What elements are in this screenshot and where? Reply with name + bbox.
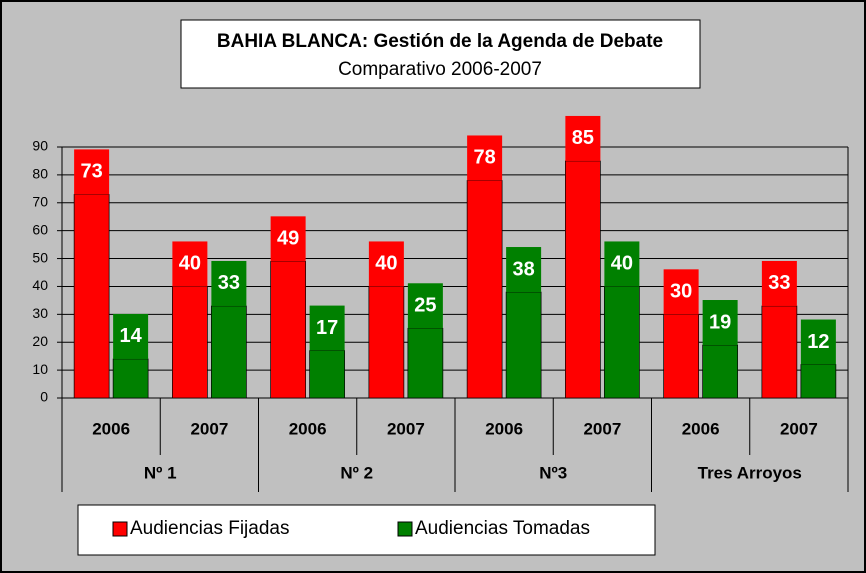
data-label-box — [663, 269, 699, 315]
data-label: 25 — [414, 295, 436, 317]
bar — [368, 286, 405, 399]
y-tick-label: 90 — [32, 138, 48, 154]
data-label: 19 — [709, 311, 731, 333]
data-label: 12 — [807, 331, 829, 353]
data-label-box — [407, 283, 443, 329]
bar — [761, 305, 798, 399]
data-label: 85 — [572, 127, 594, 149]
bar — [112, 358, 149, 399]
y-tick-label: 80 — [32, 166, 48, 182]
chart-subtitle: Comparativo 2006-2007 — [338, 59, 542, 80]
group-label: Nº 2 — [340, 463, 373, 482]
x-tick-label: 2007 — [387, 419, 425, 438]
chart-title: BAHIA BLANCA: Gestión de la Agenda de De… — [217, 31, 663, 52]
data-label: 40 — [611, 253, 633, 275]
group-label: Tres Arroyos — [698, 463, 802, 482]
x-tick-label: 2006 — [289, 419, 327, 438]
data-label-box — [467, 135, 503, 181]
data-label: 14 — [120, 325, 143, 347]
x-tick-label: 2007 — [780, 419, 818, 438]
bar — [800, 364, 837, 399]
data-label-box — [368, 241, 404, 287]
data-label: 78 — [474, 147, 496, 169]
x-tick-label: 2007 — [583, 419, 621, 438]
data-label: 33 — [768, 272, 790, 294]
bar — [466, 180, 503, 399]
legend-box — [77, 504, 656, 556]
legend-swatch — [397, 521, 413, 537]
y-tick-label: 0 — [40, 389, 48, 405]
bar — [73, 194, 110, 399]
data-label: 38 — [513, 258, 535, 280]
y-tick-label: 60 — [32, 221, 48, 237]
data-label-box — [702, 300, 738, 346]
data-label-box — [761, 260, 797, 306]
bar — [565, 160, 601, 399]
data-label: 33 — [218, 272, 240, 294]
bar — [309, 350, 345, 399]
data-label: 30 — [670, 281, 692, 303]
bar — [505, 291, 542, 399]
y-tick-label: 40 — [32, 277, 48, 293]
data-label-box — [565, 115, 601, 161]
data-label-box — [270, 216, 306, 262]
data-label: 49 — [277, 228, 299, 250]
legend-label: Audiencias Fijadas — [130, 518, 289, 539]
legend-label: Audiencias Tomadas — [415, 518, 590, 539]
x-tick-label: 2006 — [485, 419, 523, 438]
y-tick-label: 20 — [32, 333, 48, 349]
y-tick-label: 30 — [32, 305, 48, 321]
bar — [702, 344, 738, 399]
title-box — [180, 19, 701, 89]
bar — [604, 286, 640, 399]
data-label-box — [74, 149, 110, 195]
bar — [172, 286, 208, 399]
y-tick-label: 50 — [32, 249, 48, 265]
data-label-box — [172, 241, 208, 287]
y-tick-label: 10 — [32, 361, 48, 377]
x-tick-label: 2006 — [92, 419, 130, 438]
data-label-box — [506, 247, 542, 293]
x-tick-label: 2006 — [682, 419, 720, 438]
data-label: 40 — [179, 253, 201, 275]
data-label-box — [211, 260, 247, 306]
group-label: Nº3 — [539, 463, 567, 482]
data-label-box — [309, 305, 345, 351]
data-label: 73 — [81, 161, 103, 183]
bar — [407, 327, 444, 399]
data-label-box — [604, 241, 640, 287]
legend-swatch — [112, 521, 128, 537]
bar — [211, 305, 247, 399]
group-label: Nº 1 — [144, 463, 177, 482]
y-tick-label: 70 — [32, 193, 48, 209]
data-label-box — [113, 313, 149, 359]
bar — [270, 260, 306, 399]
data-label: 40 — [375, 253, 397, 275]
data-label-box — [800, 319, 836, 365]
x-tick-label: 2007 — [190, 419, 228, 438]
data-label: 17 — [316, 317, 338, 339]
bar — [663, 313, 699, 399]
